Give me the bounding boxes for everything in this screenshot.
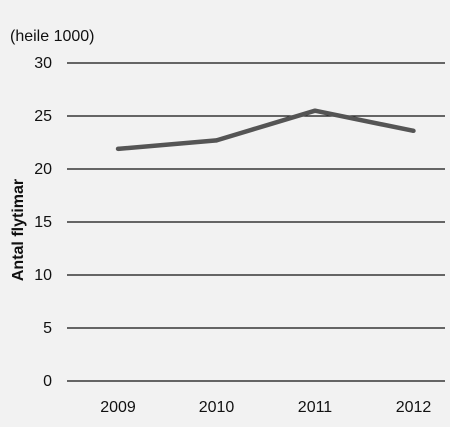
y-tick-label: 30 xyxy=(34,55,52,72)
y-tick-label: 15 xyxy=(34,214,52,231)
y-tick-label: 25 xyxy=(34,108,52,125)
y-tick-label: 5 xyxy=(43,320,52,337)
data-point xyxy=(214,138,219,143)
data-point xyxy=(411,128,416,134)
y-tick-label: 10 xyxy=(34,267,52,284)
data-point xyxy=(312,108,318,113)
data-point xyxy=(115,146,121,152)
series-group xyxy=(115,108,416,152)
y-axis-label: Antal flytimar xyxy=(10,179,27,281)
y-tick-labels: 0 5 10 15 20 25 30 xyxy=(34,55,52,390)
series-line xyxy=(117,108,414,152)
x-tick-label: 2009 xyxy=(100,399,136,416)
y-tick-label: 20 xyxy=(34,161,52,178)
x-tick-label: 2012 xyxy=(396,399,432,416)
x-tick-label: 2010 xyxy=(199,399,235,416)
unit-label: (heile 1000) xyxy=(10,28,95,45)
y-tick-label: 0 xyxy=(43,373,52,390)
x-tick-label: 2011 xyxy=(298,399,333,416)
gridlines xyxy=(67,62,445,382)
x-tick-labels: 2009 2010 2011 2012 xyxy=(100,399,431,416)
